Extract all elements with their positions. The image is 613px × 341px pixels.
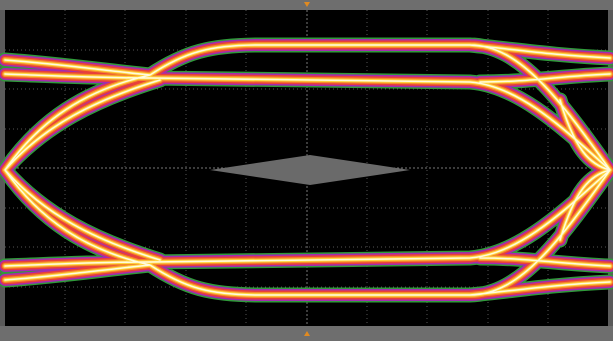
trigger-marker-bottom [304,331,310,336]
trigger-marker-top [304,2,310,7]
eye-mask [210,155,410,185]
